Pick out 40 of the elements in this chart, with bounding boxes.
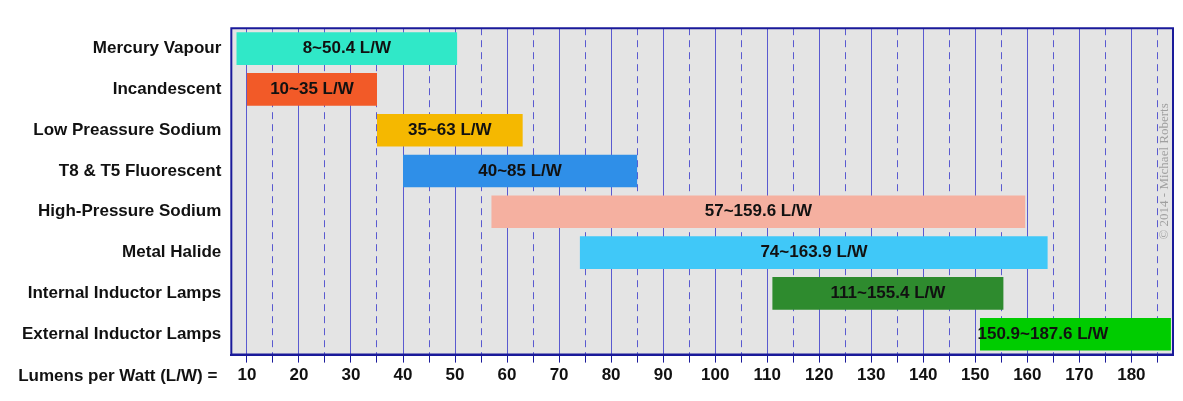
y-tick-label: Internal Inductor Lamps [27, 283, 222, 303]
x-tick-label: 30 [341, 365, 361, 385]
x-tick-label: 70 [549, 365, 569, 385]
x-tick-label: 160 [1013, 365, 1042, 385]
x-tick-label: 80 [601, 365, 621, 385]
annotation: © 2014 - Michael Roberts [1156, 103, 1172, 240]
y-tick-label: Incandescent [112, 79, 222, 99]
x-tick-label: 100 [700, 365, 730, 385]
x-tick-label: 170 [1065, 365, 1094, 385]
x-tick-label: 90 [653, 365, 673, 385]
y-tick-label: High-Pressure Sodium [38, 201, 222, 221]
x-tick-label: 20 [289, 365, 309, 385]
y-tick-label: Metal Halide [122, 242, 222, 262]
x-tick-label: 10 [237, 365, 257, 385]
x-tick-label: 140 [909, 365, 938, 385]
x-axis-title: Lumens per Watt (L/W) = [18, 366, 218, 386]
x-tick-label: 150 [961, 365, 990, 385]
annotation: 35~63 L/W [408, 119, 493, 139]
y-tick-label: Low Preassure Sodium [33, 119, 222, 139]
annotation: 8~50.4 L/W [302, 38, 392, 58]
annotation: 57~159.6 L/W [704, 201, 813, 221]
x-tick-label: 120 [805, 365, 834, 385]
bar [772, 277, 1004, 310]
annotation: 74~163.9 L/W [760, 242, 869, 262]
x-tick-label: 110 [753, 365, 781, 385]
annotation: 40~85 L/W [478, 160, 563, 180]
bar [403, 154, 638, 188]
x-tick-label: 50 [445, 365, 465, 385]
y-tick-label: External Inductor Lamps [21, 323, 222, 343]
x-tick-label: 180 [1117, 365, 1146, 385]
bar [579, 236, 1048, 269]
x-tick-label: 40 [393, 365, 413, 385]
x-tick-label: 130 [857, 365, 886, 385]
y-tick-label: Mercury Vapour [92, 38, 222, 58]
annotation: 111~155.4 L/W [830, 283, 947, 303]
bar [236, 32, 458, 65]
bar [491, 195, 1026, 229]
x-tick-label: 60 [497, 365, 517, 385]
y-tick-label: T8 & T5 Fluorescent [58, 160, 222, 180]
annotation: 10~35 L/W [270, 79, 355, 99]
